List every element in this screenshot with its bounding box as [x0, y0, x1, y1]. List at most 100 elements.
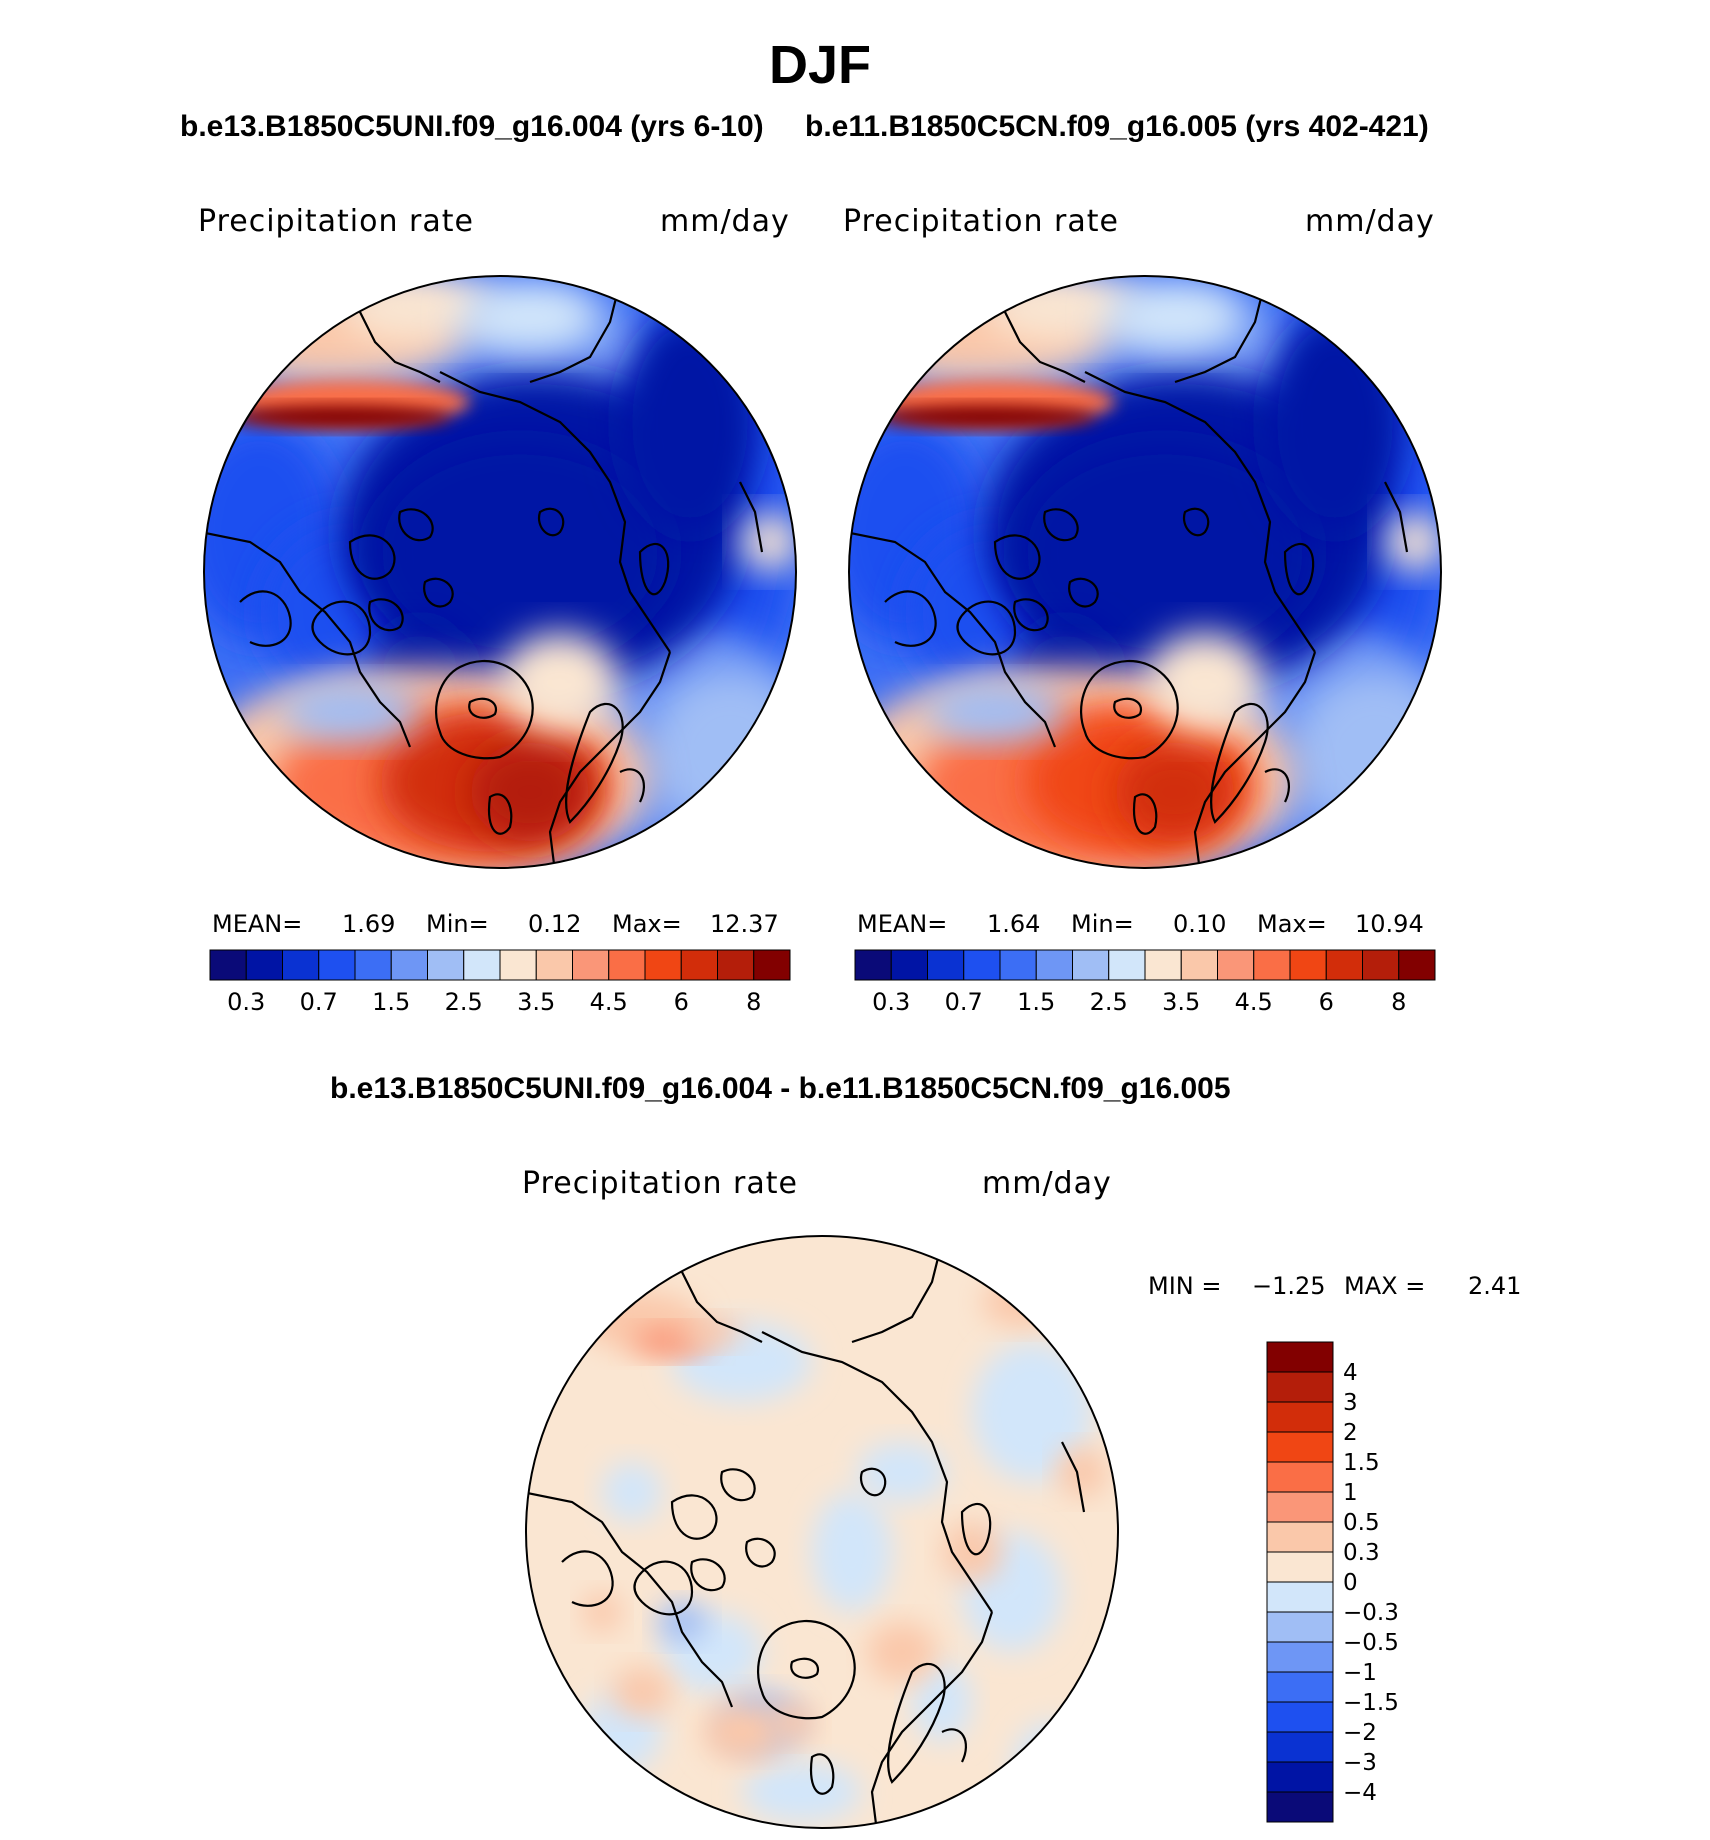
panel1-max-value: 12.37 [710, 910, 779, 938]
coastline [1013, 598, 1049, 632]
coastline [761, 1331, 993, 1613]
colorbar-swatch [354, 949, 392, 981]
panel3-units: mm/day [982, 1166, 1112, 1201]
field-patch [812, 1492, 892, 1612]
colorbar-swatch [1266, 1701, 1334, 1733]
colorbar-tick-label: 0.3 [1343, 1540, 1380, 1566]
coastline [1283, 542, 1315, 596]
colorbar-swatch [318, 949, 356, 981]
coastline [1174, 281, 1267, 384]
coastline [884, 590, 937, 647]
panel3-max-value: 2.41 [1468, 1272, 1522, 1300]
coastline [757, 1619, 856, 1720]
panel1-units: mm/day [660, 204, 790, 239]
field-patch [657, 1602, 707, 1642]
colorbar-tick-label: 0.3 [872, 988, 910, 1016]
colorbar-swatch [1266, 1641, 1334, 1673]
field-patch [875, 405, 1095, 429]
colorbar-swatch [680, 949, 718, 981]
panel2-min-label: Min= [1071, 910, 1134, 938]
colorbar-tick-label: 1 [1343, 1480, 1358, 1506]
coastline [1209, 702, 1269, 824]
colorbar-swatch [1325, 949, 1363, 981]
colorbar-tick-label: 2 [1343, 1420, 1358, 1446]
field-patch [1105, 282, 1245, 352]
colorbar-swatch [1266, 1581, 1334, 1613]
colorbar-tick-label: 4.5 [1235, 988, 1273, 1016]
coastline [638, 542, 670, 596]
panel1-min-value: 0.12 [528, 910, 582, 938]
panel2-max-label: Max= [1257, 910, 1327, 938]
coastline [468, 697, 498, 719]
colorbar-swatch [1266, 1731, 1334, 1763]
panel3-min-value: −1.25 [1252, 1272, 1326, 1300]
colorbar-swatch [1266, 1611, 1334, 1643]
panel1-mean-value: 1.69 [342, 910, 396, 938]
field-patch [1012, 1722, 1092, 1822]
field-patch [602, 1462, 662, 1522]
coastline [993, 534, 1041, 580]
colorbar-tick-label: −3 [1343, 1750, 1377, 1776]
field-patch [742, 1762, 862, 1822]
colorbar-tick-label: −1.5 [1343, 1690, 1399, 1716]
colorbar-swatch [1266, 1461, 1334, 1493]
colorbar-swatch [427, 949, 465, 981]
panel1-min-label: Min= [426, 910, 489, 938]
map-panel1 [203, 275, 797, 869]
page-title: DJF [768, 35, 871, 95]
coastline [1043, 508, 1079, 542]
field-patch [1057, 1447, 1107, 1497]
panel2-title: b.e11.B1850C5CN.f09_g16.005 (yrs 402-421… [805, 110, 1429, 143]
field-patch [925, 682, 1065, 742]
colorbar-swatch [963, 949, 1001, 981]
colorbar-tick-label: −2 [1343, 1720, 1377, 1746]
coastline [398, 508, 434, 542]
colorbar-swatch [463, 949, 501, 981]
coastline [439, 371, 671, 653]
colorbar-tick-label: 1.5 [1343, 1450, 1380, 1476]
field-patch [982, 1277, 1062, 1327]
coastline [690, 1558, 726, 1592]
coastline [886, 1662, 946, 1784]
colorbar-swatch [1289, 949, 1327, 981]
colorbar-swatch [572, 949, 610, 981]
colorbar-tick-label: 0.3 [227, 988, 265, 1016]
coastline [960, 1502, 992, 1556]
panel2-min-value: 0.10 [1173, 910, 1227, 938]
panel2-mean-value: 1.64 [987, 910, 1041, 938]
panel1-max-label: Max= [612, 910, 682, 938]
coastline [1193, 651, 1317, 868]
map-border-panel3 [525, 1235, 1119, 1829]
field-patch [682, 1317, 742, 1347]
colorbar-tick-label: 1.5 [1017, 988, 1055, 1016]
coastline [1084, 371, 1316, 653]
colorbar-tick-label: 8 [746, 988, 761, 1016]
colorbar-tick-label: −4 [1343, 1780, 1377, 1806]
coastline [619, 768, 645, 803]
colorbar-tick-label: 2.5 [445, 988, 483, 1016]
coastline [561, 1550, 614, 1607]
coastline [1333, 281, 1376, 353]
colorbar-swatch [890, 949, 928, 981]
panel3-title: b.e13.B1850C5UNI.f09_g16.004 - b.e11.B18… [330, 1072, 1231, 1105]
coastline [1010, 1241, 1053, 1313]
colorbar-tick-label: 8 [1391, 988, 1406, 1016]
colorbar-tick-label: 3.5 [517, 988, 555, 1016]
coastline [537, 507, 565, 537]
colorbar-swatch [1108, 949, 1146, 981]
coastlines-panel1 [204, 276, 764, 868]
panel1-mean-label: MEAN= [212, 910, 303, 938]
field-patch [460, 282, 600, 352]
coastline [204, 530, 412, 748]
colorbar-swatch [1266, 1491, 1334, 1523]
field-patch [470, 742, 590, 842]
coastline [529, 281, 622, 384]
colorbar-swatch [1362, 949, 1400, 981]
colorbar-swatch [535, 949, 573, 981]
colorbar-tick-label: 4.5 [590, 988, 628, 1016]
colorbar-swatch [1266, 1401, 1334, 1433]
colorbar-swatch [927, 949, 965, 981]
colorbar-swatch [1266, 1551, 1334, 1583]
colorbar-swatch [282, 949, 320, 981]
coastline [564, 702, 624, 824]
